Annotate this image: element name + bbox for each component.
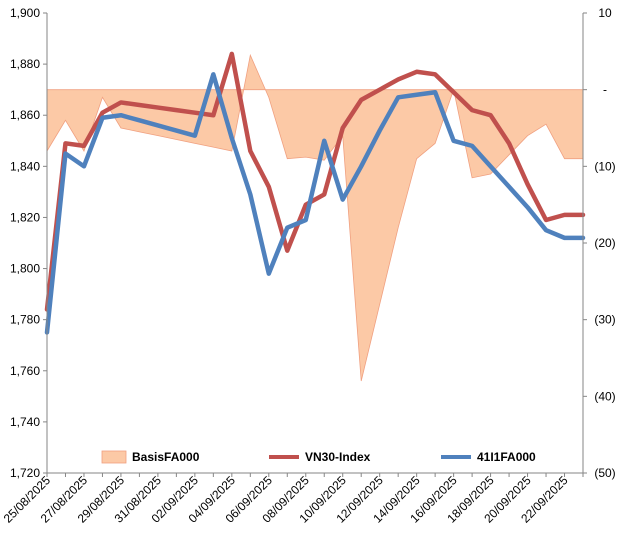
y-right-tick-label: (40) [594,389,615,403]
y-right-tick-label: 10 [598,6,612,20]
y-left-tick-label: 1,900 [10,6,40,20]
legend-label-41i1: 41I1FA000 [477,450,536,464]
y-left-tick-label: 1,800 [10,262,40,276]
y-right-tick-label: - [603,83,607,97]
legend-label-vn30: VN30-Index [305,450,371,464]
y-right-tick-label: (10) [594,159,615,173]
series-line-vn30-index [44,51,586,312]
area-layer [46,53,584,382]
legend: BasisFA000 VN30-Index 41I1FA000 [101,450,536,464]
series-area-basisfa000 [46,53,584,382]
legend-swatch-basis [101,450,127,464]
y-left-tick-label: 1,840 [10,159,40,173]
y-right-tick-label: (20) [594,236,615,250]
y-right-tick-label: (50) [594,466,615,480]
axis-layer: 1,720 1,740 1,760 1,780 1,800 1,820 1,840 1,860… [1,6,616,526]
line-layer [44,51,586,335]
y-left-tick-label: 1,720 [10,466,40,480]
y-left-tick-label: 1,780 [10,313,40,327]
legend-label-basis: BasisFA000 [132,450,200,464]
y-left-tick-label: 1,760 [10,364,40,378]
y-left-tick-label: 1,880 [10,57,40,71]
y-left-tick-label: 1,740 [10,415,40,429]
y-left-tick-label: 1,820 [10,210,40,224]
y-right-tick-label: (30) [594,313,615,327]
y-left-tick-label: 1,860 [10,108,40,122]
series-line-41i1fa000 [44,72,586,335]
